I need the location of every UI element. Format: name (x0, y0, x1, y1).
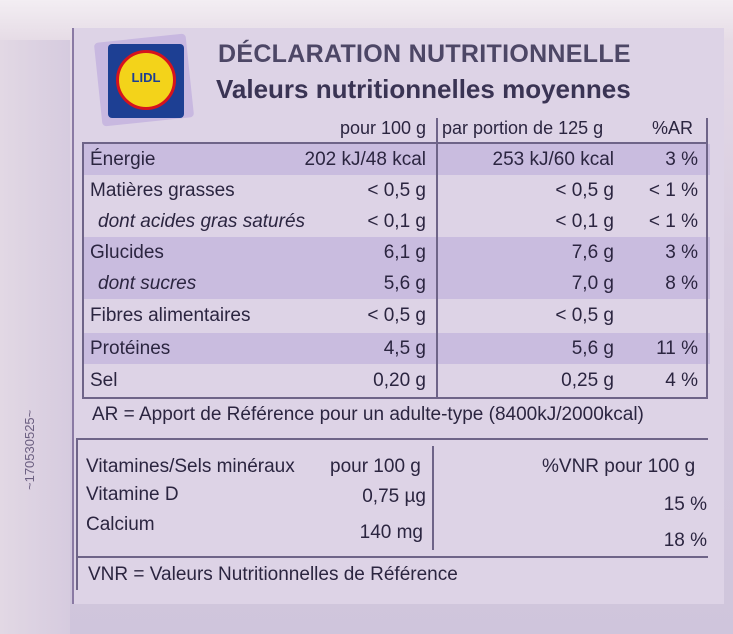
nutrient-ar: 3 % (665, 149, 698, 170)
panel-title: DÉCLARATION NUTRITIONNELLE (218, 40, 631, 68)
table-row: Glucides 6,1 g 7,6 g 3 % (82, 237, 710, 268)
table-border-right (706, 118, 708, 398)
nutrient-label: Fibres alimentaires (90, 305, 251, 326)
vitamin-value: 140 mg (359, 522, 423, 543)
nutrient-portion: 7,6 g (571, 242, 614, 263)
nutrient-label: dont sucres (98, 273, 197, 294)
nutrient-portion: < 0,5 g (555, 180, 614, 201)
vnr-note: VNR = Valeurs Nutritionnelles de Référen… (88, 564, 458, 585)
table-divider (82, 142, 708, 144)
package-edge (0, 40, 70, 634)
vitamin-divider (432, 446, 434, 550)
nutrient-ar: 11 % (656, 338, 698, 359)
nutrient-ar: 3 % (665, 242, 698, 263)
lidl-logo-text: LIDL (131, 70, 161, 85)
table-border-left (82, 142, 84, 398)
nutrition-panel (72, 28, 724, 604)
table-row: Énergie 202 kJ/48 kcal 253 kJ/60 kcal 3 … (82, 144, 710, 175)
nutrient-per100: < 0,1 g (367, 211, 426, 232)
nutrient-per100: < 0,5 g (367, 180, 426, 201)
lidl-logo-circle (116, 50, 176, 110)
vitamin-header-per100: pour 100 g (330, 456, 421, 477)
section-divider (76, 556, 708, 558)
nutrient-label: Énergie (90, 149, 156, 170)
table-row: Matières grasses < 0,5 g < 0,5 g < 1 % (82, 175, 710, 206)
col-header-portion: par portion de 125 g (442, 118, 604, 138)
nutrient-portion: < 0,5 g (555, 305, 614, 326)
nutrient-portion: 253 kJ/60 kcal (492, 149, 614, 170)
vitamin-vnr: 18 % (663, 530, 707, 551)
nutrient-label: dont acides gras saturés (98, 211, 306, 232)
nutrient-per100: < 0,5 g (367, 305, 426, 326)
nutrient-ar: < 1 % (648, 180, 698, 201)
vitamin-header-vnr: %VNR pour 100 g (542, 456, 696, 477)
section-divider (76, 438, 708, 440)
nutrient-label: Sel (90, 370, 118, 391)
table-row: dont sucres 5,6 g 7,0 g 8 % (82, 268, 710, 299)
nutrient-ar: < 1 % (648, 211, 698, 232)
vitamin-label: Calcium (86, 514, 155, 535)
nutrient-portion: < 0,1 g (555, 211, 614, 232)
nutrient-ar: 8 % (665, 273, 698, 294)
nutrient-per100: 4,5 g (383, 338, 426, 359)
table-row: Sel 0,20 g 0,25 g 4 % (82, 365, 710, 396)
nutrient-ar: 4 % (665, 370, 698, 391)
nutrient-per100: 5,6 g (383, 273, 426, 294)
nutrient-per100: 6,1 g (383, 242, 426, 263)
nutrient-per100: 202 kJ/48 kcal (304, 149, 426, 170)
table-row: Protéines 4,5 g 5,6 g 11 % (82, 333, 710, 364)
table-row: Fibres alimentaires < 0,5 g < 0,5 g (82, 300, 710, 331)
vitamin-header-label: Vitamines/Sels minéraux (86, 456, 295, 477)
vitamin-label: Vitamine D (86, 484, 179, 505)
panel-subtitle: Valeurs nutritionnelles moyennes (216, 74, 631, 104)
side-code: ~170530525~ (22, 409, 37, 490)
vitamin-border-left (76, 438, 78, 590)
nutrient-label: Protéines (90, 338, 171, 359)
nutrient-label: Matières grasses (90, 180, 235, 201)
vitamin-vnr: 15 % (663, 494, 707, 515)
nutrient-per100: 0,20 g (373, 370, 426, 391)
vitamin-value: 0,75 µg (362, 486, 426, 507)
table-divider (82, 397, 708, 399)
nutrient-portion: 0,25 g (561, 370, 614, 391)
nutrient-portion: 7,0 g (571, 273, 614, 294)
table-row: dont acides gras saturés < 0,1 g < 0,1 g… (82, 206, 710, 237)
col-header-per100: pour 100 g (340, 118, 427, 138)
col-header-ar: %AR (652, 118, 694, 138)
ar-note: AR = Apport de Référence pour un adulte-… (92, 404, 644, 425)
nutrient-label: Glucides (90, 242, 164, 263)
nutrient-portion: 5,6 g (571, 338, 614, 359)
table-divider (436, 118, 438, 398)
